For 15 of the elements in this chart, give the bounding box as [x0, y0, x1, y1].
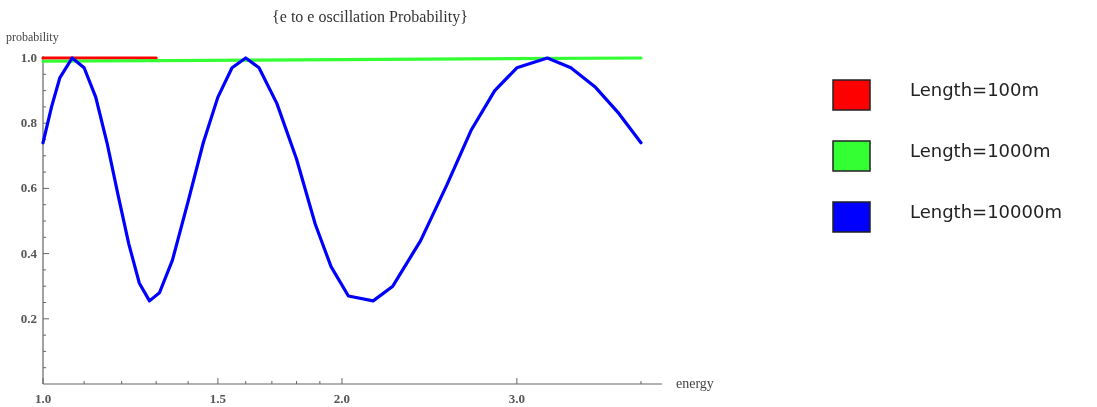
legend-label: Length=10000m: [910, 201, 1062, 222]
y-tick-label: 0.6: [20, 180, 38, 196]
x-tick-label: 1.5: [209, 391, 227, 406]
y-tick-label: 0.8: [20, 115, 38, 131]
x-tick-label: 2.0: [333, 391, 351, 406]
x-tick-label: 1.0: [34, 391, 52, 406]
x-tick-label: 3.0: [508, 391, 525, 406]
y-tick-label: 0.2: [20, 310, 37, 326]
y-axis-title: probability: [6, 30, 59, 44]
y-tick-label: 1.0: [20, 50, 37, 65]
chart-title: {e to e oscillation Probability}: [272, 8, 468, 26]
legend-label: Length=1000m: [910, 140, 1051, 161]
legend-label: Length=100m: [910, 79, 1040, 100]
x-axis-title: energy: [676, 376, 714, 391]
y-tick-label: 0.4: [20, 245, 38, 261]
